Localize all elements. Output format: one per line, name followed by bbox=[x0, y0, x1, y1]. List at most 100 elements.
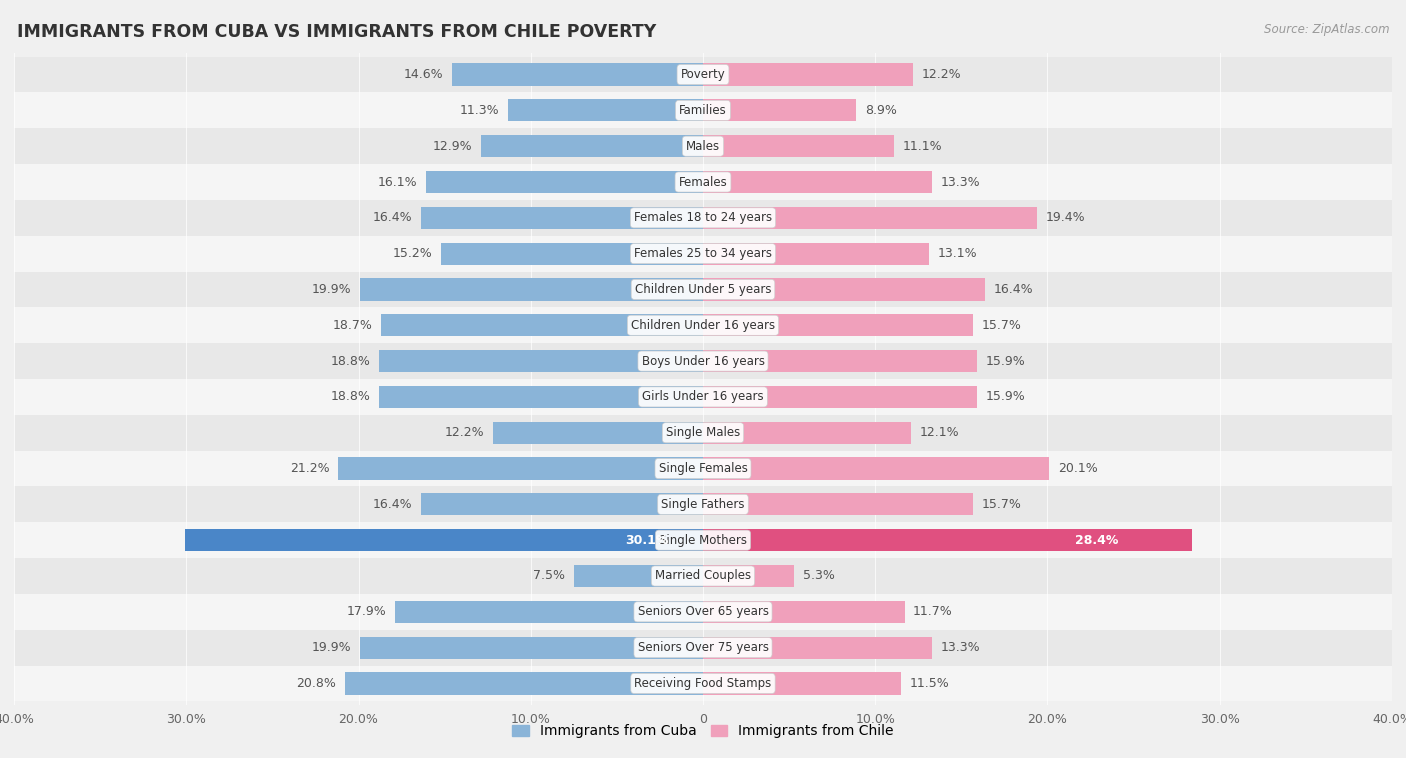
Bar bbox=[14, 522, 1392, 558]
Bar bbox=[509, 99, 703, 121]
Text: 19.9%: 19.9% bbox=[312, 641, 352, 654]
Text: 16.1%: 16.1% bbox=[377, 176, 418, 189]
Text: 12.2%: 12.2% bbox=[922, 68, 962, 81]
Bar bbox=[703, 457, 1049, 480]
Bar bbox=[420, 493, 703, 515]
Text: 15.9%: 15.9% bbox=[986, 355, 1025, 368]
Text: 20.1%: 20.1% bbox=[1057, 462, 1098, 475]
Text: Single Mothers: Single Mothers bbox=[659, 534, 747, 547]
Bar bbox=[703, 600, 904, 623]
Bar bbox=[703, 350, 977, 372]
Text: 15.9%: 15.9% bbox=[986, 390, 1025, 403]
Bar bbox=[380, 386, 703, 408]
Text: Single Fathers: Single Fathers bbox=[661, 498, 745, 511]
Bar bbox=[14, 630, 1392, 666]
Bar bbox=[703, 672, 901, 694]
Text: 14.6%: 14.6% bbox=[404, 68, 443, 81]
Bar bbox=[14, 451, 1392, 487]
Text: 28.4%: 28.4% bbox=[1076, 534, 1119, 547]
Text: 12.2%: 12.2% bbox=[444, 426, 484, 439]
Text: 19.4%: 19.4% bbox=[1046, 211, 1085, 224]
Bar bbox=[14, 164, 1392, 200]
Text: Females 18 to 24 years: Females 18 to 24 years bbox=[634, 211, 772, 224]
Bar bbox=[14, 594, 1392, 630]
Text: 13.1%: 13.1% bbox=[938, 247, 977, 260]
Bar bbox=[337, 457, 703, 480]
Text: Married Couples: Married Couples bbox=[655, 569, 751, 582]
Text: Families: Families bbox=[679, 104, 727, 117]
Bar bbox=[14, 307, 1392, 343]
Text: 18.7%: 18.7% bbox=[332, 319, 373, 332]
Bar bbox=[420, 207, 703, 229]
Text: 5.3%: 5.3% bbox=[803, 569, 835, 582]
Bar bbox=[395, 600, 703, 623]
Bar bbox=[481, 135, 703, 158]
Bar bbox=[703, 99, 856, 121]
Text: 11.5%: 11.5% bbox=[910, 677, 949, 690]
Bar bbox=[381, 314, 703, 337]
Text: 18.8%: 18.8% bbox=[330, 355, 371, 368]
Text: 16.4%: 16.4% bbox=[373, 498, 412, 511]
Bar bbox=[703, 386, 977, 408]
Bar bbox=[14, 57, 1392, 92]
Bar bbox=[360, 278, 703, 301]
Text: Girls Under 16 years: Girls Under 16 years bbox=[643, 390, 763, 403]
Text: Children Under 5 years: Children Under 5 years bbox=[634, 283, 772, 296]
Text: Boys Under 16 years: Boys Under 16 years bbox=[641, 355, 765, 368]
Text: Children Under 16 years: Children Under 16 years bbox=[631, 319, 775, 332]
Text: 17.9%: 17.9% bbox=[346, 606, 387, 619]
Text: IMMIGRANTS FROM CUBA VS IMMIGRANTS FROM CHILE POVERTY: IMMIGRANTS FROM CUBA VS IMMIGRANTS FROM … bbox=[17, 23, 657, 41]
Legend: Immigrants from Cuba, Immigrants from Chile: Immigrants from Cuba, Immigrants from Ch… bbox=[506, 719, 900, 744]
Bar bbox=[494, 421, 703, 444]
Bar bbox=[14, 200, 1392, 236]
Bar bbox=[703, 493, 973, 515]
Text: 12.9%: 12.9% bbox=[433, 139, 472, 152]
Bar bbox=[380, 350, 703, 372]
Text: Source: ZipAtlas.com: Source: ZipAtlas.com bbox=[1264, 23, 1389, 36]
Text: 16.4%: 16.4% bbox=[994, 283, 1033, 296]
Text: 7.5%: 7.5% bbox=[533, 569, 565, 582]
Bar bbox=[14, 92, 1392, 128]
Bar bbox=[14, 487, 1392, 522]
Text: 30.1%: 30.1% bbox=[626, 534, 669, 547]
Bar bbox=[14, 236, 1392, 271]
Bar bbox=[426, 171, 703, 193]
Text: Females: Females bbox=[679, 176, 727, 189]
Text: 11.3%: 11.3% bbox=[460, 104, 499, 117]
Bar bbox=[703, 421, 911, 444]
Text: Single Males: Single Males bbox=[666, 426, 740, 439]
Text: 11.7%: 11.7% bbox=[912, 606, 953, 619]
Bar bbox=[14, 558, 1392, 594]
Bar bbox=[574, 565, 703, 587]
Bar bbox=[451, 64, 703, 86]
Bar bbox=[703, 529, 1192, 551]
Bar bbox=[441, 243, 703, 265]
Text: Seniors Over 65 years: Seniors Over 65 years bbox=[637, 606, 769, 619]
Text: 11.1%: 11.1% bbox=[903, 139, 942, 152]
Text: 20.8%: 20.8% bbox=[297, 677, 336, 690]
Bar bbox=[703, 278, 986, 301]
Bar bbox=[703, 314, 973, 337]
Bar bbox=[184, 529, 703, 551]
Bar bbox=[703, 207, 1038, 229]
Bar bbox=[14, 379, 1392, 415]
Bar bbox=[703, 243, 928, 265]
Bar bbox=[703, 64, 912, 86]
Text: 13.3%: 13.3% bbox=[941, 176, 980, 189]
Bar bbox=[703, 637, 932, 659]
Bar bbox=[14, 271, 1392, 307]
Bar bbox=[14, 415, 1392, 451]
Bar bbox=[360, 637, 703, 659]
Bar bbox=[344, 672, 703, 694]
Text: Males: Males bbox=[686, 139, 720, 152]
Text: 21.2%: 21.2% bbox=[290, 462, 329, 475]
Text: 8.9%: 8.9% bbox=[865, 104, 897, 117]
Text: 15.2%: 15.2% bbox=[392, 247, 433, 260]
Text: Single Females: Single Females bbox=[658, 462, 748, 475]
Text: 12.1%: 12.1% bbox=[920, 426, 960, 439]
Text: 13.3%: 13.3% bbox=[941, 641, 980, 654]
Text: 19.9%: 19.9% bbox=[312, 283, 352, 296]
Text: 15.7%: 15.7% bbox=[981, 498, 1022, 511]
Text: 16.4%: 16.4% bbox=[373, 211, 412, 224]
Text: Females 25 to 34 years: Females 25 to 34 years bbox=[634, 247, 772, 260]
